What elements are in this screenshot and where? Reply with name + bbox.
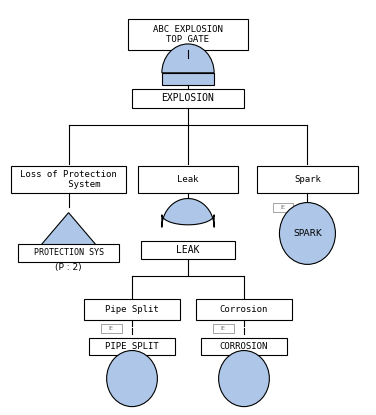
- FancyBboxPatch shape: [196, 300, 291, 320]
- FancyBboxPatch shape: [101, 324, 122, 333]
- Text: Corrosion: Corrosion: [220, 305, 268, 314]
- Text: LEAK: LEAK: [176, 245, 200, 255]
- Text: (P : 2): (P : 2): [55, 263, 82, 272]
- FancyBboxPatch shape: [89, 338, 175, 355]
- FancyBboxPatch shape: [11, 166, 126, 193]
- Circle shape: [218, 351, 269, 407]
- Text: Spark: Spark: [294, 175, 321, 184]
- FancyBboxPatch shape: [257, 166, 358, 193]
- FancyBboxPatch shape: [162, 73, 214, 85]
- FancyBboxPatch shape: [201, 338, 287, 355]
- Text: Loss of Protection
      System: Loss of Protection System: [20, 170, 117, 189]
- Text: ABC EXPLOSION
TOP GATE: ABC EXPLOSION TOP GATE: [153, 24, 223, 44]
- Text: SPARK: SPARK: [293, 229, 322, 238]
- Circle shape: [279, 203, 335, 264]
- FancyBboxPatch shape: [138, 166, 238, 193]
- Text: PIPE SPLIT: PIPE SPLIT: [105, 342, 159, 351]
- Polygon shape: [39, 212, 99, 248]
- FancyBboxPatch shape: [18, 244, 119, 261]
- FancyBboxPatch shape: [85, 300, 180, 320]
- Text: Leak: Leak: [177, 175, 199, 184]
- Wedge shape: [162, 44, 214, 73]
- Text: EXPLOSION: EXPLOSION: [162, 93, 214, 103]
- Polygon shape: [162, 198, 214, 227]
- Text: IE: IE: [109, 326, 114, 331]
- Text: IE: IE: [280, 205, 286, 210]
- FancyBboxPatch shape: [141, 241, 235, 259]
- Circle shape: [107, 351, 158, 407]
- FancyBboxPatch shape: [132, 89, 244, 107]
- Text: IE: IE: [221, 326, 226, 331]
- Text: Pipe Split: Pipe Split: [105, 305, 159, 314]
- FancyBboxPatch shape: [273, 203, 293, 212]
- Text: CORROSION: CORROSION: [220, 342, 268, 351]
- FancyBboxPatch shape: [213, 324, 234, 333]
- Text: PROTECTION SYS: PROTECTION SYS: [33, 248, 103, 257]
- FancyBboxPatch shape: [128, 19, 248, 50]
